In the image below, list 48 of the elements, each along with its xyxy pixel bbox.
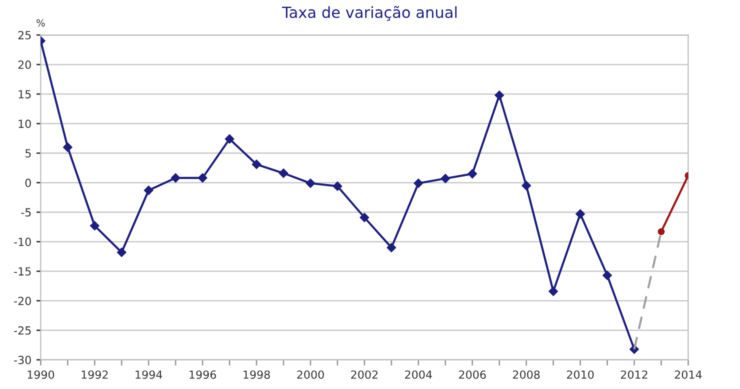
- y-tick-label: 0: [25, 178, 31, 188]
- x-tick-label: 2012: [620, 370, 648, 379]
- x-tick-label: 1992: [82, 370, 108, 379]
- y-tick-label: -20: [14, 296, 31, 306]
- y-tick-label: 25: [18, 30, 31, 40]
- y-tick-label: 10: [18, 120, 31, 128]
- x-tick-label: 2006: [459, 370, 486, 379]
- point: [548, 286, 558, 296]
- y-axis-title: %: [36, 19, 45, 27]
- x-tick-label: 1998: [244, 370, 270, 379]
- chart-title: Taxa de variação anual: [282, 6, 457, 21]
- point: [224, 134, 234, 144]
- point: [576, 209, 585, 219]
- y-tick-label: 20: [18, 60, 31, 69]
- x-tick-label: 1994: [136, 370, 162, 379]
- x-tick-label: 2002: [351, 370, 378, 379]
- x-tick-label: 2004: [405, 370, 432, 379]
- point: [440, 174, 450, 184]
- x-tick-label: 1990: [28, 370, 54, 379]
- y-tick-label: -25: [14, 326, 31, 335]
- point: [602, 270, 612, 280]
- point: [414, 178, 424, 188]
- point: [198, 173, 208, 183]
- y-tick-label: -10: [14, 238, 31, 246]
- point: [144, 186, 154, 195]
- y-tick-label: -30: [14, 356, 31, 364]
- y-tick-label: -15: [14, 267, 31, 276]
- y-tick-label: 5: [25, 149, 31, 158]
- point: [386, 242, 396, 252]
- point: [306, 178, 316, 188]
- x-tick-label: 2014: [674, 370, 702, 379]
- point: [494, 90, 504, 100]
- point: [360, 212, 370, 222]
- point: [278, 168, 288, 178]
- point: [117, 248, 126, 257]
- point: [63, 142, 72, 152]
- x-tick-label: 1996: [190, 370, 216, 379]
- point: [332, 182, 342, 191]
- point: [468, 169, 477, 178]
- point: [522, 180, 531, 190]
- y-tick-label: 15: [18, 90, 31, 98]
- point: [90, 221, 100, 230]
- x-tick-label: 2000: [297, 370, 324, 379]
- x-tick-label: 2010: [566, 370, 594, 379]
- y-tick-label: -5: [21, 208, 31, 217]
- x-tick-label: 2008: [513, 370, 540, 379]
- point: [170, 173, 180, 183]
- point: [252, 160, 262, 169]
